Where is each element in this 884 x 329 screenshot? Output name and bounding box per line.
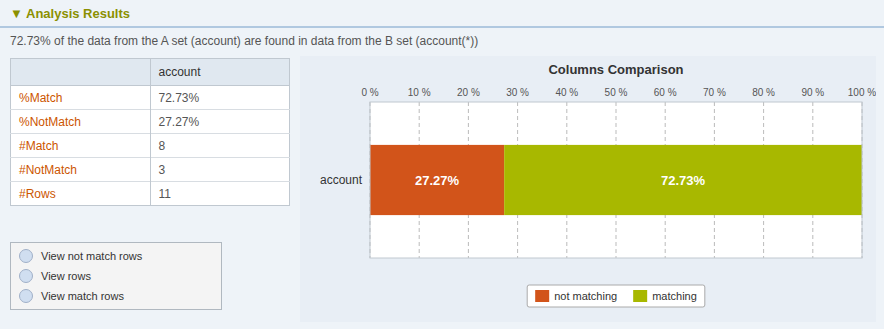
menu-icon (19, 289, 33, 303)
table-value: 27.27% (150, 110, 290, 134)
table-header: account (150, 59, 290, 86)
x-tick-label: 60 % (654, 87, 677, 98)
x-tick-label: 50 % (605, 87, 628, 98)
table-label: #Rows (11, 182, 151, 206)
legend-label: not matching (554, 290, 617, 302)
plot-background (370, 102, 862, 258)
x-tick-label: 80 % (752, 87, 775, 98)
x-tick-label: 20 % (457, 87, 480, 98)
bar-segment (370, 145, 504, 215)
table-row: #Match8 (11, 134, 290, 158)
table-row: %NotMatch27.27% (11, 110, 290, 134)
menu-icon (19, 249, 33, 263)
table-label: #Match (11, 134, 151, 158)
table-value: 11 (150, 182, 290, 206)
table-value: 72.73% (150, 86, 290, 110)
bar-segment (504, 145, 862, 215)
summary-table: account%Match72.73%%NotMatch27.27%#Match… (10, 58, 290, 206)
legend-label: matching (652, 290, 697, 302)
legend-swatch (535, 290, 549, 302)
table-header-row: account (11, 59, 290, 86)
menu-item-text[interactable]: View not match rows (41, 250, 142, 262)
table-label: #NotMatch (11, 158, 151, 182)
legend-swatch (633, 290, 647, 302)
chart: Columns Comparison 0 % 10 % 20 % 30 % 40 % 50 … (300, 56, 876, 322)
table-row: #NotMatch3 (11, 158, 290, 182)
data-label: 27.27% (415, 173, 460, 188)
chart-panel: Columns Comparison 0 % 10 % 20 % 30 % 40 % 50 … (300, 56, 876, 322)
x-tick-label: 30 % (506, 87, 529, 98)
menu-icon (19, 269, 33, 283)
table-value: 3 (150, 158, 290, 182)
table-row: #Rows11 (11, 182, 290, 206)
table-label: %NotMatch (11, 110, 151, 134)
x-tick-label: 100 % (848, 87, 876, 98)
x-tick-label: 90 % (801, 87, 824, 98)
category-label: account (320, 173, 363, 187)
context-menu: View not match rows View rows View match r… (10, 242, 222, 310)
menu-item-text[interactable]: View match rows (41, 290, 124, 302)
data-labels: 27.27% 72.73% (415, 173, 706, 188)
table-label: %Match (11, 86, 151, 110)
page-subtitle: 72.73% of the data from the A set (accou… (10, 34, 478, 48)
x-tick-label: 70 % (703, 87, 726, 98)
x-tick-label: 40 % (555, 87, 578, 98)
table-header-cell (11, 59, 151, 86)
data-label: 72.73% (661, 173, 706, 188)
menu-item-text[interactable]: View rows (41, 270, 91, 282)
plot-frame (370, 102, 862, 258)
x-tick-label: 0 % (361, 87, 378, 98)
x-tick-label: 10 % (408, 87, 431, 98)
legend-box (527, 285, 705, 307)
chart-title: Columns Comparison (548, 62, 683, 77)
legend: not matching matching (527, 285, 705, 307)
banner-rule (0, 26, 884, 28)
page-title: ▼ Analysis Results (10, 6, 130, 21)
table-row: %Match72.73% (11, 86, 290, 110)
bars (370, 145, 862, 215)
menu-item[interactable]: View match rows (11, 286, 221, 306)
menu-item[interactable]: View not match rows (11, 246, 221, 266)
table-value: 8 (150, 134, 290, 158)
menu-item[interactable]: View rows (11, 266, 221, 286)
